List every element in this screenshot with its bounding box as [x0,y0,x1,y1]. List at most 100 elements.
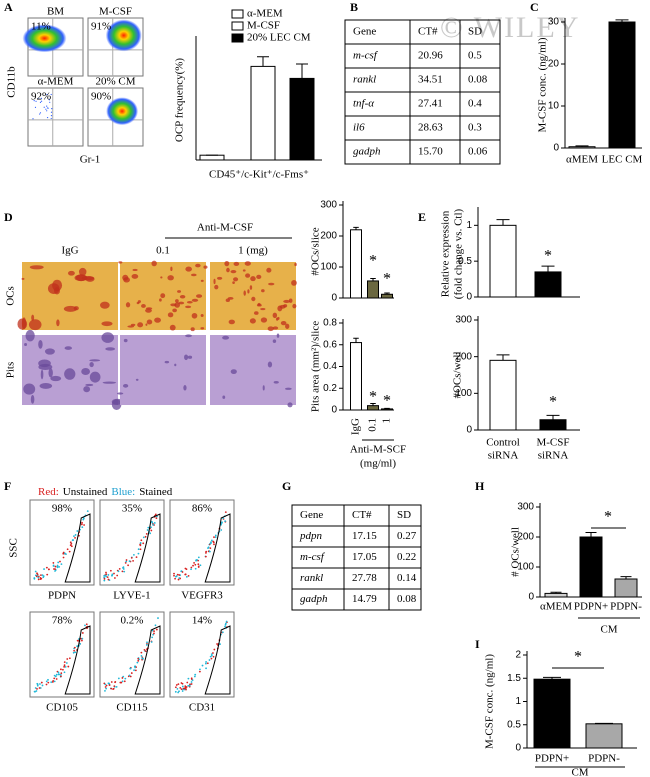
event-dot [192,564,194,567]
stain [38,339,43,349]
y-tick-label: 0.5 [458,256,472,267]
event-dot [151,521,154,524]
event-dot [210,657,213,660]
stain [260,317,268,323]
stain [145,323,148,326]
bar [350,342,362,411]
event-dot [140,539,143,542]
event-dot [104,689,106,692]
event-dot [57,671,60,674]
error-bar [615,19,629,22]
stain [118,261,123,264]
event-dot [139,548,142,551]
event-dot [34,570,37,573]
event-dot [48,568,50,571]
event-dot [125,560,128,563]
event-dot [128,560,131,563]
event-dot [64,665,67,668]
stain [178,301,185,305]
stain [164,360,170,364]
y-tick-label: 10 [548,101,560,112]
event-dot [68,550,71,553]
event-dot [208,659,211,661]
event-dot [220,529,223,531]
event-dot [128,674,131,677]
event-dot [62,556,65,559]
stain [232,281,235,285]
event-dot [224,623,227,626]
event-dot [214,536,217,538]
stain [105,347,116,351]
table-cell: 28.63 [418,122,443,134]
table-cell: gadph [353,146,381,158]
panel-label: I [475,637,480,651]
stain [250,276,256,282]
event-dot [40,577,43,580]
table-cell: 0.4 [468,98,482,110]
stain [39,382,53,389]
error-bar [370,277,376,281]
event-dot [76,530,79,532]
x-tick-label: siRNA [488,450,519,462]
event-dot [33,690,36,693]
y-tick-label: 1 [515,696,521,707]
event-dot [63,552,66,555]
event-dot [110,687,113,690]
error-bar [620,576,632,579]
stain [64,346,72,350]
stain [50,375,62,382]
event-dot [74,536,76,539]
stain [187,355,193,359]
event-dot [110,681,113,683]
stain [47,283,60,295]
event-dot [43,106,45,108]
stain [185,305,192,309]
stain [131,274,139,279]
event-dot [193,675,196,678]
stain [83,386,91,393]
stain [266,267,272,273]
event-dot [199,668,201,671]
bar [350,229,362,299]
event-dot [81,526,84,529]
stain [247,289,250,294]
event-dot [53,677,56,680]
stain [249,318,256,324]
event-dot [53,680,56,683]
panel-label: B [350,0,358,14]
event-dot [121,677,124,679]
stain [25,329,35,342]
stain [277,305,283,312]
y-tick-label: 0 [466,425,472,436]
stain [262,385,265,391]
x-tick-label: PDPN- [610,601,642,613]
event-dot [109,569,112,572]
event-dot [132,559,134,562]
event-dot [50,111,53,113]
event-dot [37,576,40,579]
event-dot [205,662,207,665]
event-dot [129,675,132,678]
stain [145,308,152,313]
event-dot [213,648,216,651]
y-tick-label: 0 [528,592,534,603]
x-tick-label: PDPN- [588,753,620,765]
event-dot [210,541,212,544]
event-dot [190,681,193,683]
event-dot [201,664,204,667]
marker-label: CD105 [46,702,78,714]
table-cell: il6 [353,122,365,134]
event-dot [55,673,58,676]
event-dot [132,553,135,556]
event-dot [80,523,83,526]
event-dot [122,566,124,569]
cell-density [106,97,139,126]
stain [185,334,193,338]
event-dot [63,661,66,664]
event-dot [103,574,106,577]
event-dot [190,568,192,571]
table-cell: rankl [300,572,323,584]
event-dot [105,687,108,690]
event-dot [114,577,116,579]
event-dot [136,661,139,664]
